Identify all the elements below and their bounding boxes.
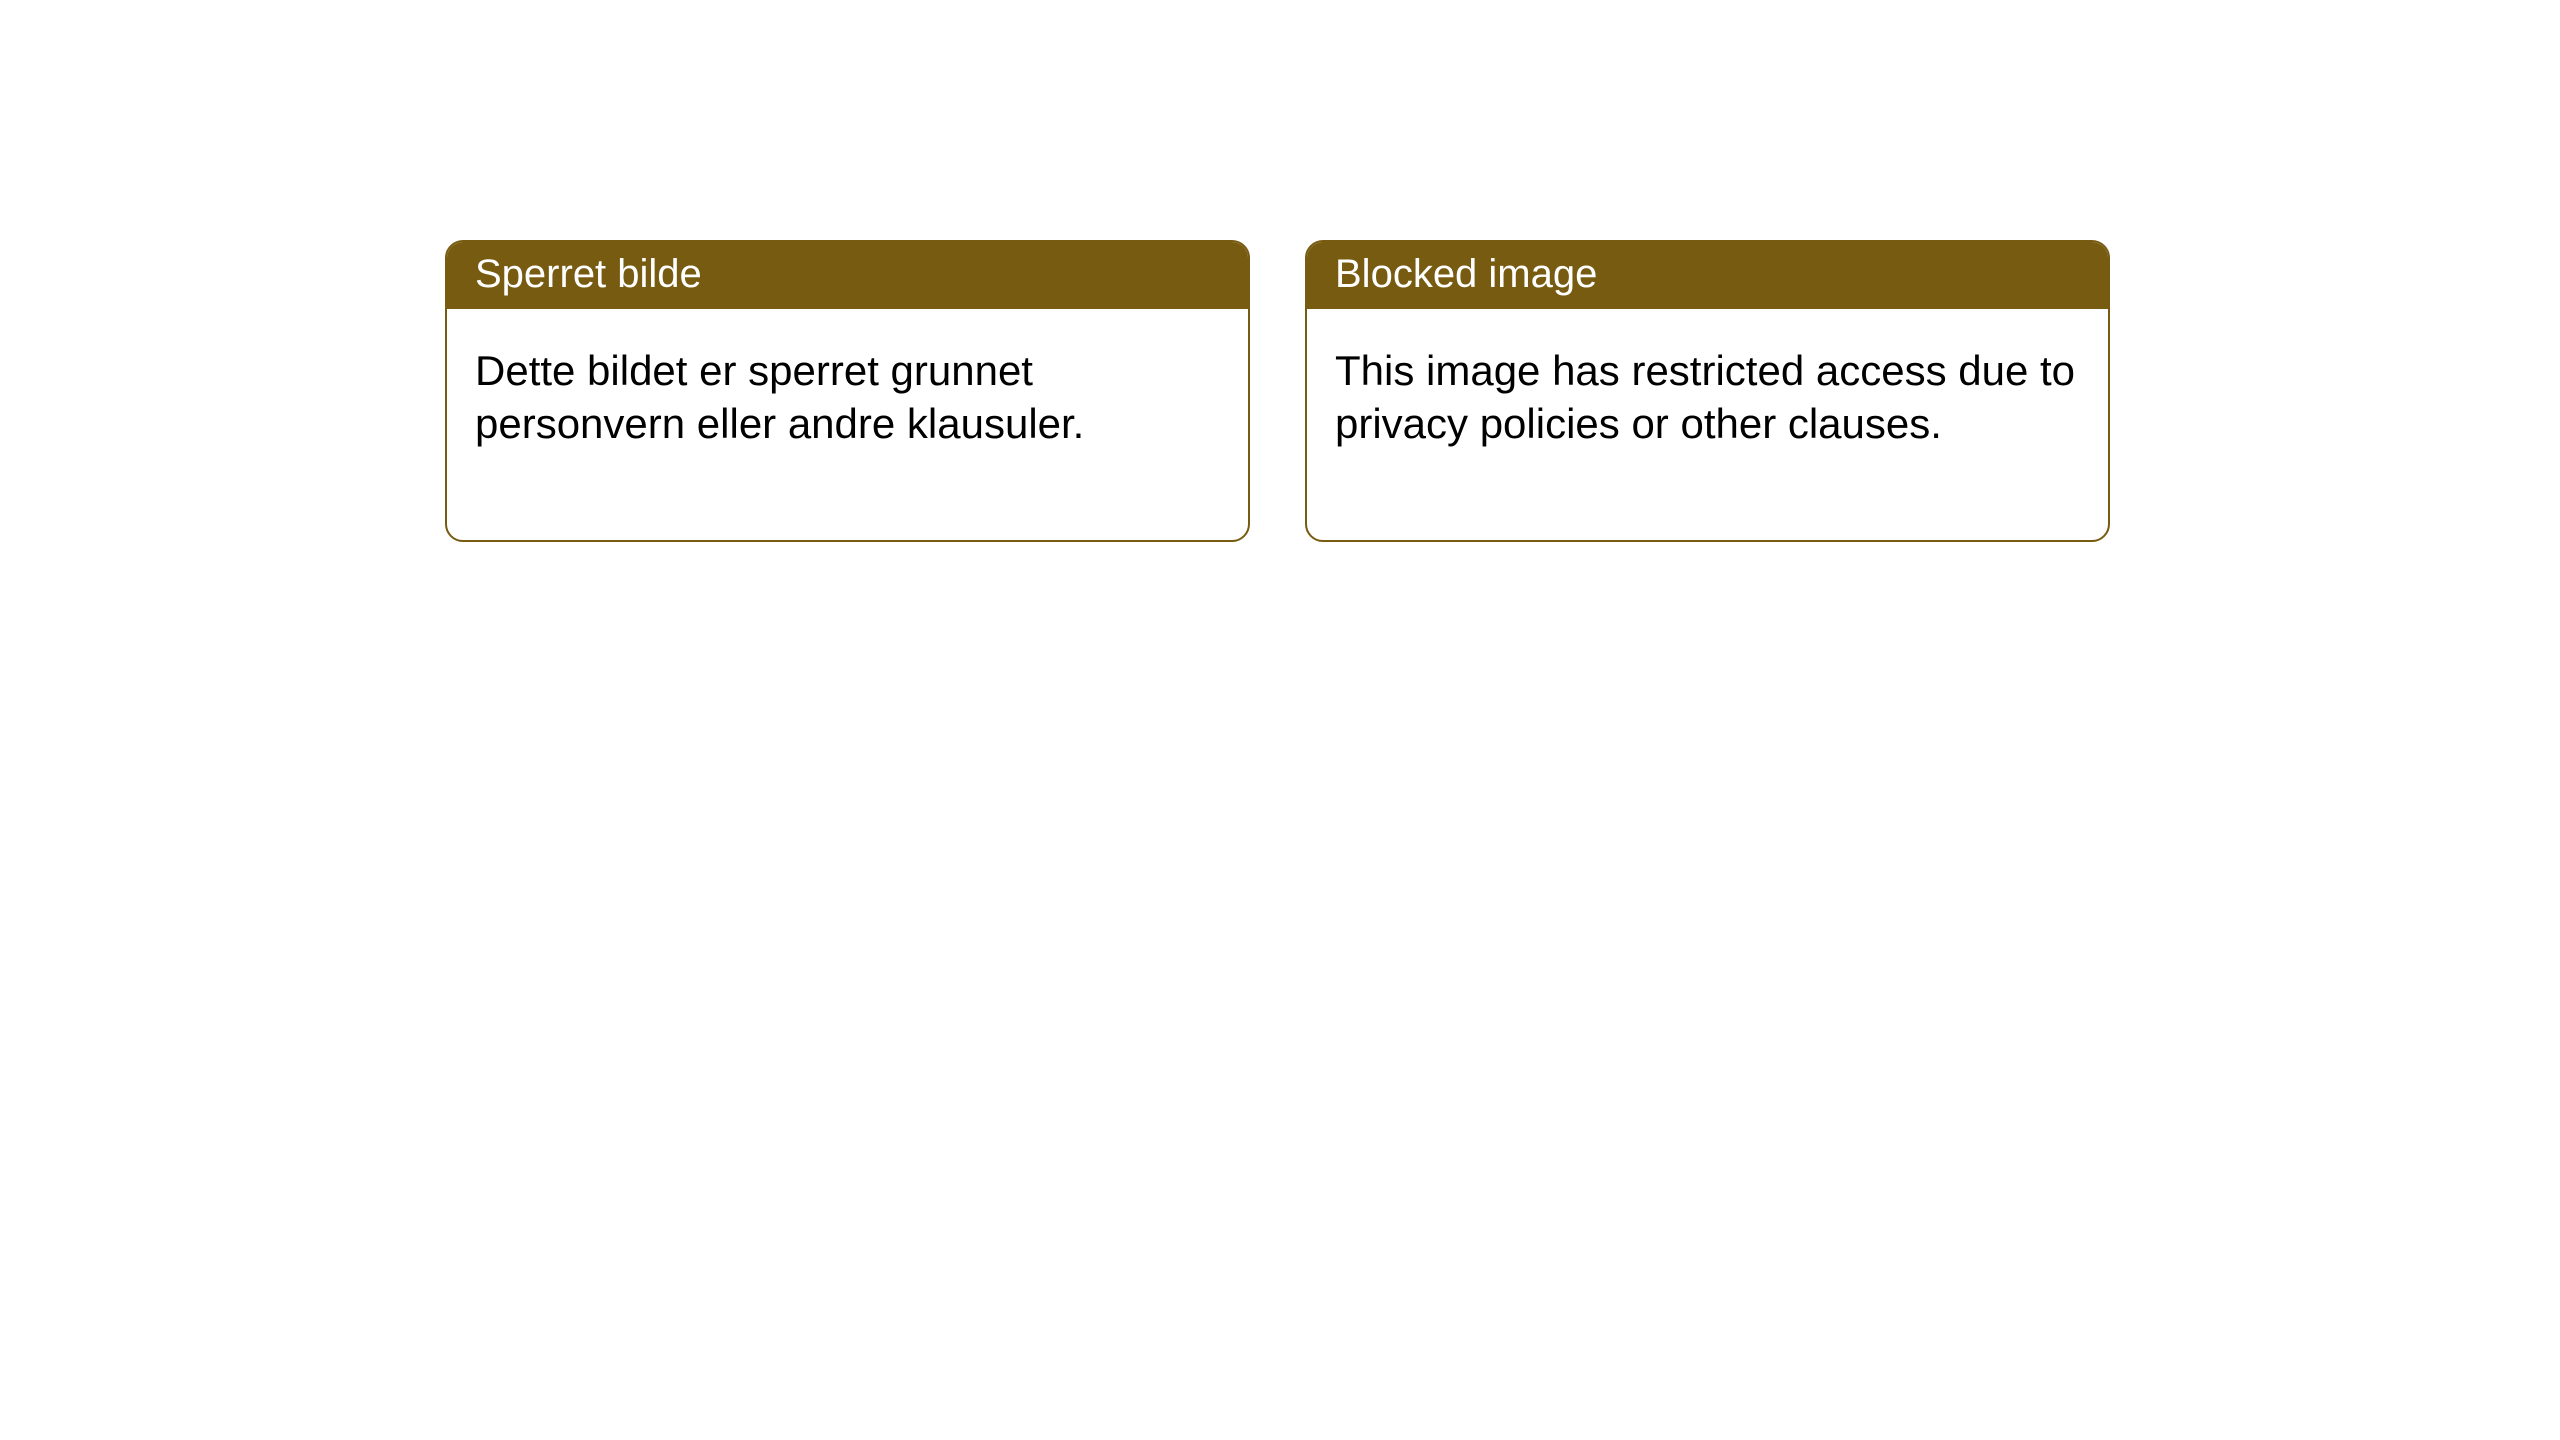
card-body-en: This image has restricted access due to … <box>1307 309 2108 540</box>
blocked-image-card-no: Sperret bilde Dette bildet er sperret gr… <box>445 240 1250 542</box>
card-header-no: Sperret bilde <box>447 242 1248 309</box>
card-header-en: Blocked image <box>1307 242 2108 309</box>
card-body-no: Dette bildet er sperret grunnet personve… <box>447 309 1248 540</box>
notice-container: Sperret bilde Dette bildet er sperret gr… <box>0 0 2560 542</box>
blocked-image-card-en: Blocked image This image has restricted … <box>1305 240 2110 542</box>
